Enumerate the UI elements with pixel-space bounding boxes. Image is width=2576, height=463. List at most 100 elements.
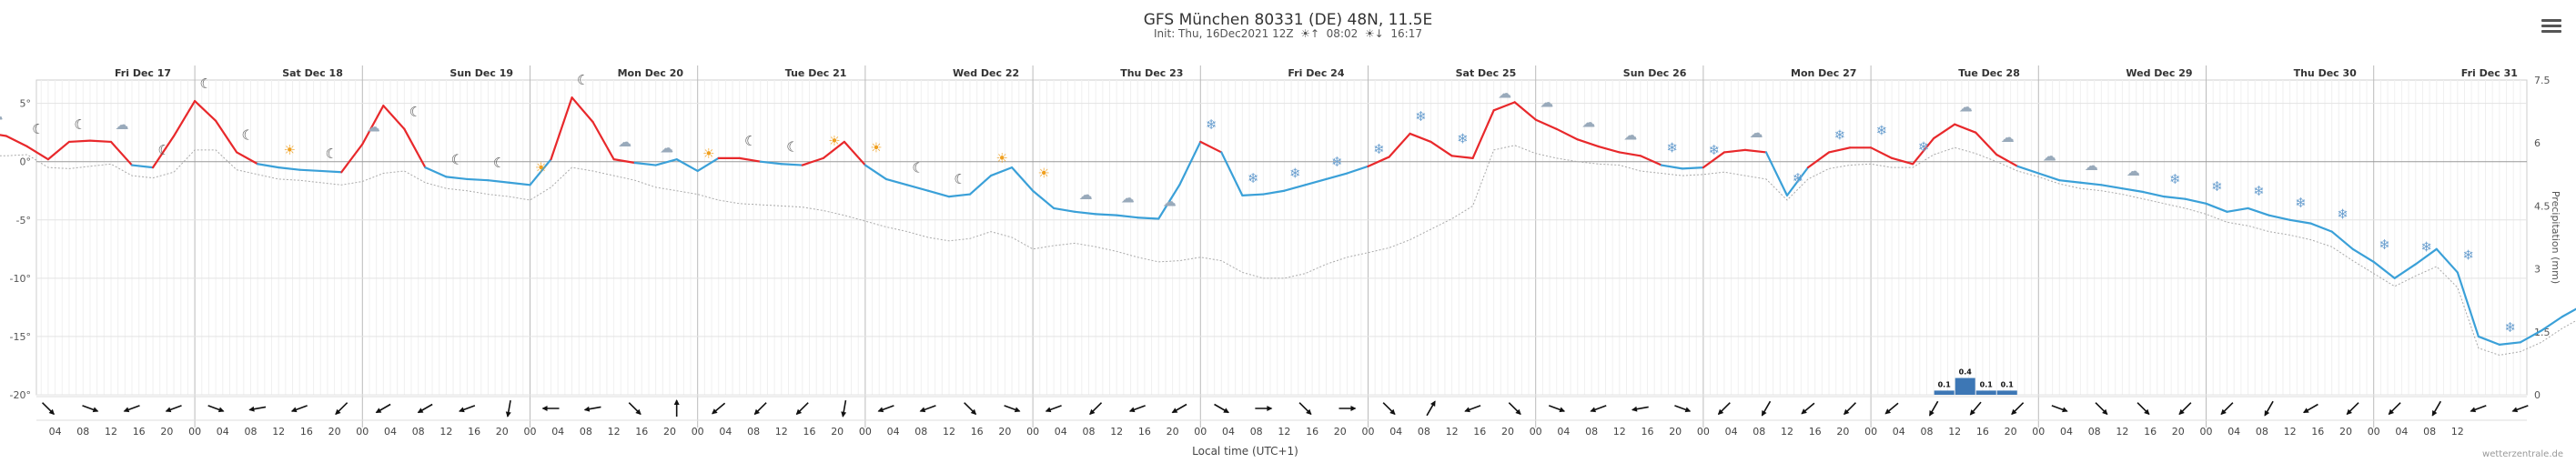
temperature-segment [1660, 164, 1683, 170]
snow-icon: ❄ [2295, 195, 2307, 211]
wind-arrow-icon [673, 399, 680, 417]
wind-arrow-icon [2431, 400, 2441, 417]
temperature-segment [1095, 213, 1118, 216]
time-tick: 20 [1669, 426, 1682, 438]
temperature-segment [67, 139, 92, 144]
cloud-icon: ☁ [2001, 129, 2015, 146]
time-tick: 00 [692, 426, 704, 438]
wind-arrow-icon [1128, 405, 1146, 413]
snow-icon: ❄ [2505, 319, 2517, 336]
wind-arrow-icon [1382, 402, 1396, 416]
wind-arrow-icon [417, 403, 433, 414]
temperature-segment [654, 158, 678, 166]
wind-arrow-icon [1590, 405, 1607, 413]
temperature-segment [1513, 101, 1537, 121]
time-tick: 12 [1110, 426, 1123, 438]
time-tick: 20 [2172, 426, 2185, 438]
y-left-tick: -5° [16, 215, 31, 226]
temperature-segment [1785, 166, 1810, 196]
temperature-segment [466, 177, 490, 182]
sunrise-time: 08:02 [1326, 27, 1359, 40]
time-tick: 20 [1836, 426, 1849, 438]
temperature-segment [236, 151, 259, 166]
snow-icon: ❄ [1918, 138, 1930, 155]
wind-arrow-icon [2388, 402, 2401, 416]
time-tick: 00 [1530, 426, 1542, 438]
day-label: Fri Dec 24 [1288, 67, 1344, 79]
wind-arrow-icon [1339, 406, 1357, 411]
snow-icon: ❄ [1709, 142, 1721, 158]
wind-arrow-icon [712, 402, 726, 415]
wind-arrow-icon [1674, 405, 1692, 413]
wind-arrow-icon [2302, 403, 2318, 414]
temperature-segment [1010, 166, 1035, 192]
cloud-icon: ☁ [1163, 193, 1177, 209]
temperature-segment [905, 184, 930, 192]
temperature-segment [1681, 166, 1705, 170]
wind-arrow-icon [2011, 402, 2025, 416]
temperature-segment [1346, 165, 1369, 175]
y-right-tick: 4.5 [2534, 200, 2551, 212]
time-tick: 12 [1781, 426, 1793, 438]
wind-arrow-icon [2346, 402, 2359, 416]
temperature-segment [2226, 206, 2249, 213]
temperature-segment [278, 166, 301, 171]
plot-area [35, 79, 2528, 396]
wind-arrow-icon [1464, 405, 1481, 413]
time-tick: 16 [1976, 426, 1989, 438]
temperature-segment [319, 169, 343, 174]
temperature-segment [151, 135, 176, 169]
wind-arrow-icon [1844, 402, 1857, 416]
cloud-icon: ☁ [618, 134, 631, 150]
wind-arrow-icon [753, 402, 767, 416]
temperature-segment [1220, 151, 1244, 196]
moon-icon: ☾ [74, 116, 86, 133]
wind-arrow-icon [2178, 402, 2192, 416]
time-tick: 12 [775, 426, 788, 438]
sun-icon: ☀ [1037, 166, 1049, 182]
sun-icon: ☀ [828, 133, 840, 149]
temperature-segment [2268, 214, 2291, 221]
time-tick: 08 [1083, 426, 1096, 438]
temperature-segment [1975, 131, 1998, 156]
temperature-segment [508, 181, 531, 186]
temperature-segment [1053, 206, 1076, 213]
temperature-segment [1639, 155, 1662, 166]
snow-icon: ❄ [2379, 237, 2390, 253]
wind-arrow-icon [1928, 400, 1939, 417]
time-tick: 04 [887, 426, 900, 438]
time-tick: 04 [1389, 426, 1402, 438]
time-tick: 20 [1334, 426, 1347, 438]
dewpoint-line [0, 145, 2576, 356]
temperature-segment [947, 193, 972, 198]
temperature-segment [361, 105, 385, 146]
cloud-icon: ☁ [1540, 95, 1553, 111]
time-tick: 20 [2339, 426, 2352, 438]
temperature-segment [843, 140, 867, 166]
time-tick: 12 [1613, 426, 1626, 438]
time-tick: 12 [2284, 426, 2297, 438]
menu-icon[interactable] [2541, 16, 2561, 35]
temperature-segment [2351, 247, 2375, 264]
wind-arrow-icon [1801, 402, 1815, 415]
precip-bar [1955, 377, 1975, 395]
day-label: Tue Dec 28 [1958, 67, 2020, 79]
wind-arrow-icon [248, 406, 267, 412]
day-label: Thu Dec 23 [1120, 67, 1183, 79]
time-tick: 00 [1697, 426, 1710, 438]
moon-icon: ☾ [786, 138, 798, 155]
temperature-segment [1116, 214, 1139, 219]
temperature-segment [1870, 146, 1894, 159]
temperature-segment [529, 158, 552, 186]
time-tick: 16 [300, 426, 313, 438]
temperature-segment [2435, 247, 2459, 274]
temperature-segment [172, 99, 197, 137]
time-tick: 12 [2116, 426, 2128, 438]
cloud-icon: ☁ [1623, 126, 1637, 143]
time-tick: 12 [608, 426, 621, 438]
time-tick: 08 [2256, 426, 2268, 438]
time-tick: 00 [859, 426, 872, 438]
temperature-segment [445, 176, 469, 181]
temperature-segment [550, 96, 573, 161]
day-label: Fri Dec 31 [2461, 67, 2518, 79]
